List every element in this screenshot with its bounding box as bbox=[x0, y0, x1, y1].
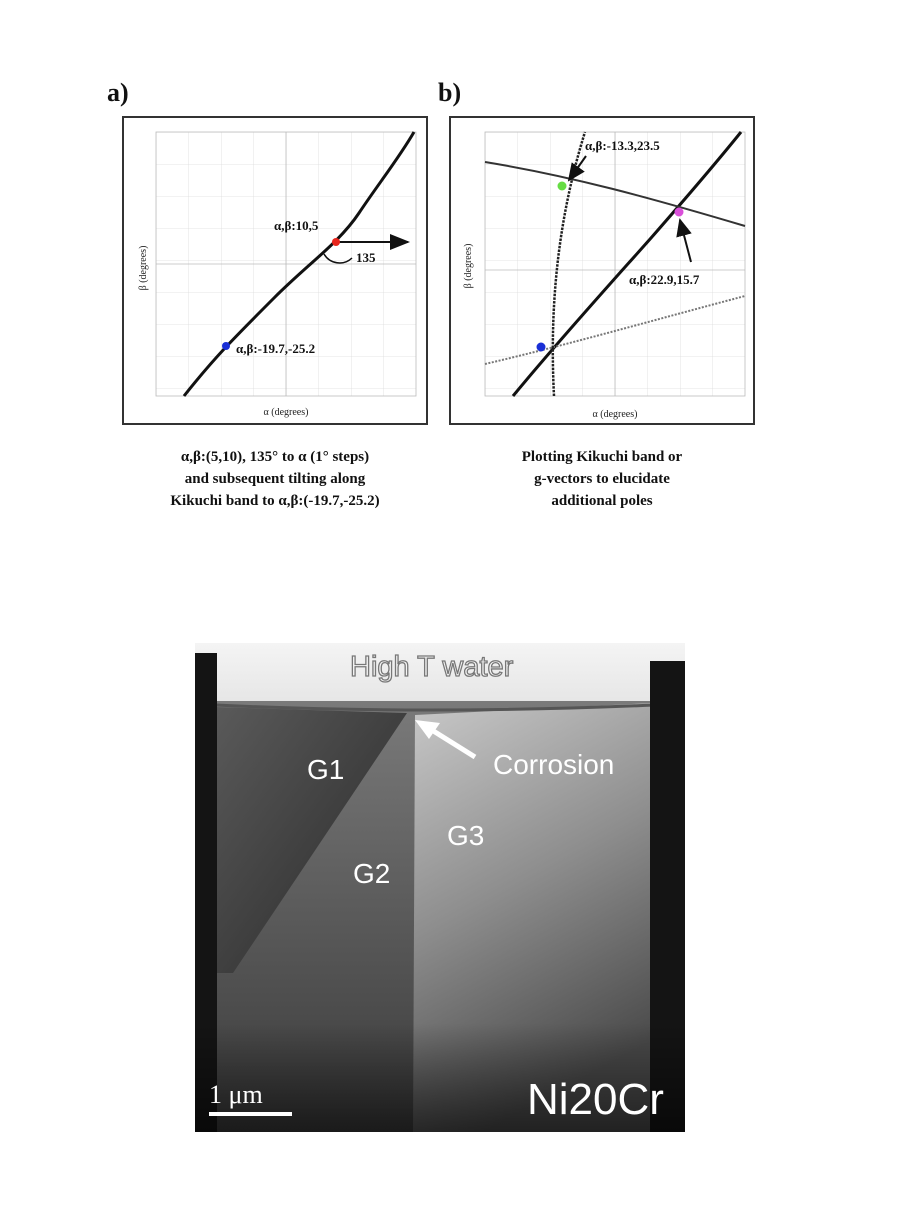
caption-line: g-vectors to elucidate bbox=[534, 471, 670, 487]
corrosion-arrow-head bbox=[415, 720, 440, 739]
grain-g3-label: G3 bbox=[447, 820, 485, 851]
pole-top-arrow bbox=[567, 155, 587, 182]
panel-a-caption: α,β:(5,10), 135° to α (1° steps) and sub… bbox=[122, 446, 428, 512]
material-label: Ni20Cr bbox=[527, 1075, 664, 1124]
pole-right-arrow bbox=[676, 218, 692, 263]
x-axis-label: α (degrees) bbox=[264, 407, 309, 418]
caption-line: Plotting Kikuchi band or bbox=[521, 449, 683, 465]
pole-right bbox=[674, 207, 684, 217]
environment-label: High T water bbox=[349, 650, 514, 683]
scale-bar bbox=[209, 1112, 292, 1116]
corrosion-arrow bbox=[425, 724, 477, 760]
x-axis-label: α (degrees) bbox=[593, 409, 638, 420]
pole-top bbox=[557, 181, 567, 191]
y-axis-label: β (degrees) bbox=[463, 244, 474, 289]
panel-b-caption: Plotting Kikuchi band or g-vectors to el… bbox=[449, 446, 755, 512]
grain-g2-label: G2 bbox=[353, 858, 391, 889]
kikuchi-band-upper bbox=[484, 161, 746, 227]
scale-bar-label: 1 μm bbox=[209, 1080, 263, 1109]
pole-top-label: α,β:-13.3,23.5 bbox=[585, 138, 660, 153]
panel-b-label: b) bbox=[438, 78, 462, 107]
caption-line: α,β:(5,10), 135° to α (1° steps) bbox=[180, 449, 370, 465]
grain-g1-label: G1 bbox=[307, 754, 345, 785]
caption-line: Kikuchi band to α,β:(-19.7,-25.2) bbox=[170, 493, 380, 509]
panel-a-plot: α,β:10,5 135 α,β:-19.7,-25.2 α (degrees)… bbox=[122, 116, 428, 425]
water-region bbox=[195, 643, 685, 703]
kikuchi-band-lower bbox=[484, 295, 746, 365]
caption-line: and subsequent tilting along bbox=[184, 471, 366, 487]
pole-bottom bbox=[536, 342, 546, 352]
oxide-layer bbox=[214, 703, 656, 712]
panel-b-plot: α,β:-13.3,23.5 α,β:22.9,15.7 α (degrees)… bbox=[449, 116, 755, 425]
angle-label: 135 bbox=[356, 250, 376, 265]
grain-g1 bbox=[215, 707, 407, 973]
kikuchi-band-trace bbox=[182, 131, 416, 397]
angle-arc bbox=[323, 253, 353, 264]
caption-line: additional poles bbox=[551, 493, 653, 509]
corrosion-label: Corrosion bbox=[493, 749, 615, 780]
start-point bbox=[332, 238, 340, 246]
start-point-label: α,β:10,5 bbox=[274, 218, 319, 233]
y-axis-label: β (degrees) bbox=[138, 246, 149, 291]
pole-right-label: α,β:22.9,15.7 bbox=[629, 272, 700, 287]
panel-b-chart: α,β:-13.3,23.5 α,β:22.9,15.7 α (degrees)… bbox=[463, 131, 746, 420]
end-point-label: α,β:-19.7,-25.2 bbox=[236, 341, 315, 356]
left-wall bbox=[195, 653, 217, 1132]
micrograph-image bbox=[195, 643, 685, 1132]
panel-a-label: a) bbox=[107, 78, 129, 107]
end-point bbox=[222, 342, 230, 350]
tem-micrograph: High T water Corrosion G1 G2 G3 1 μm Ni2… bbox=[195, 643, 685, 1132]
kikuchi-band-main bbox=[511, 131, 743, 397]
panel-a-chart: α,β:10,5 135 α,β:-19.7,-25.2 α (degrees)… bbox=[138, 131, 417, 418]
